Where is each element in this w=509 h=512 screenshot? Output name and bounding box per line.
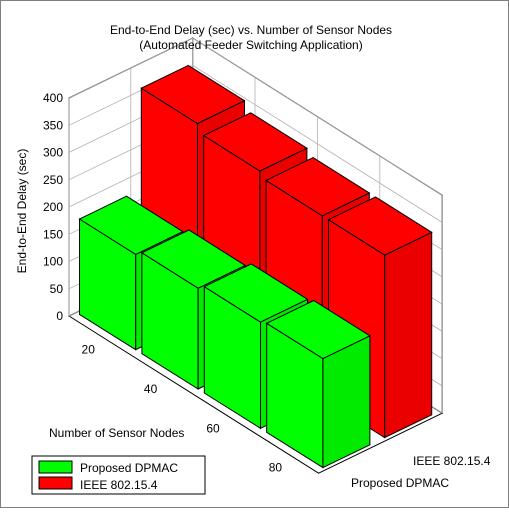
z-tick-label: 250 [43,173,63,187]
bar-top-face [327,196,433,256]
bar-side-face [384,231,433,439]
z-tick-label: 300 [43,146,63,160]
z-tick-label: 50 [50,282,64,296]
x-tick-label: 60 [206,421,220,435]
x-tick-label: 40 [144,382,158,396]
x-tick-label: 20 [82,343,96,357]
bar-top-face [140,229,247,289]
z-tick-label: 400 [43,91,63,105]
bar-top-face [203,263,309,323]
bar-top-face [265,299,371,360]
z-tick-label: 100 [43,255,63,269]
z-tick-label: 150 [43,227,63,241]
x-tick-label: 80 [269,461,283,475]
depth-label-ieee: IEEE 802.15.4 [413,454,491,468]
legend-label-proposed: Proposed DPMAC [80,461,178,475]
bar [265,299,371,469]
chart-title: End-to-End Delay (sec) vs. Number of Sen… [110,23,392,37]
legend-label-ieee: IEEE 802.15.4 [80,478,158,492]
y-axis-label: End-to-End Delay (sec) [15,149,29,274]
bar-layer [78,64,433,469]
z-tick-label: 0 [56,309,63,323]
legend-swatch-ieee [38,476,73,490]
z-tick-label: 200 [43,200,63,214]
depth-label-proposed: Proposed DPMAC [351,476,449,490]
x-axis-label: Number of Sensor Nodes [49,426,184,440]
bar-top-face [140,64,246,125]
z-tick-label: 350 [43,118,63,132]
legend: Proposed DPMAC IEEE 802.15.4 [31,455,206,495]
bar-top-face [265,157,371,217]
axis-layer: 0 50 100 150 200 250 300 350 400 20 40 60 80 [43,91,282,475]
bar-top-face [202,112,308,172]
chart-subtitle: (Automated Feeder Switching Application) [139,38,362,52]
bar-top-face [78,195,184,255]
legend-swatch-proposed [38,460,73,474]
